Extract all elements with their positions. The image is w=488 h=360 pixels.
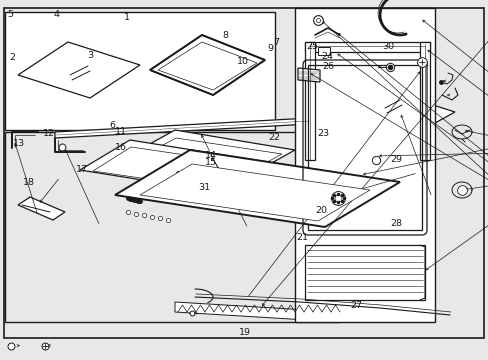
Polygon shape [419, 42, 429, 160]
Text: 1: 1 [124, 13, 130, 22]
Bar [294, 8, 434, 322]
Text: 5: 5 [8, 10, 14, 19]
Text: 22: 22 [267, 133, 279, 142]
Text: 15: 15 [205, 158, 217, 167]
Polygon shape [150, 35, 264, 95]
Polygon shape [305, 42, 314, 160]
Polygon shape [309, 85, 454, 145]
Polygon shape [130, 130, 294, 175]
Text: 29: 29 [389, 154, 401, 163]
Text: 28: 28 [389, 219, 401, 228]
Bar [317, 47, 329, 55]
Text: 30: 30 [382, 42, 394, 51]
Text: 2: 2 [9, 53, 15, 62]
Polygon shape [305, 245, 424, 300]
Polygon shape [140, 164, 369, 221]
Text: 18: 18 [23, 178, 35, 187]
Text: 11: 11 [115, 127, 127, 136]
Text: 16: 16 [115, 143, 127, 152]
Polygon shape [18, 42, 140, 98]
Text: 12: 12 [43, 129, 55, 138]
Polygon shape [115, 150, 399, 227]
Polygon shape [297, 68, 319, 82]
Text: 3: 3 [87, 51, 93, 60]
Text: 19: 19 [238, 328, 250, 337]
Text: 31: 31 [198, 183, 210, 192]
Polygon shape [80, 140, 280, 194]
Text: 21: 21 [296, 233, 307, 242]
Polygon shape [175, 302, 339, 322]
Text: 9: 9 [266, 44, 272, 53]
Text: 20: 20 [315, 206, 327, 215]
Polygon shape [158, 42, 257, 90]
Text: 8: 8 [222, 31, 227, 40]
Text: 27: 27 [349, 301, 361, 310]
Text: 7: 7 [273, 37, 279, 46]
Text: 6: 6 [109, 121, 115, 130]
Text: 14: 14 [205, 151, 217, 161]
Text: 17: 17 [76, 165, 88, 174]
Polygon shape [305, 42, 429, 52]
Text: 10: 10 [237, 57, 248, 66]
Text: 23: 23 [317, 129, 329, 138]
Bar [5, 12, 274, 130]
Polygon shape [18, 197, 65, 220]
Polygon shape [55, 118, 309, 138]
Text: 25: 25 [305, 42, 317, 51]
Text: 24: 24 [321, 52, 333, 61]
Bar [5, 132, 339, 322]
Text: 4: 4 [53, 10, 59, 19]
Text: 13: 13 [13, 139, 24, 148]
Text: 26: 26 [322, 62, 334, 71]
